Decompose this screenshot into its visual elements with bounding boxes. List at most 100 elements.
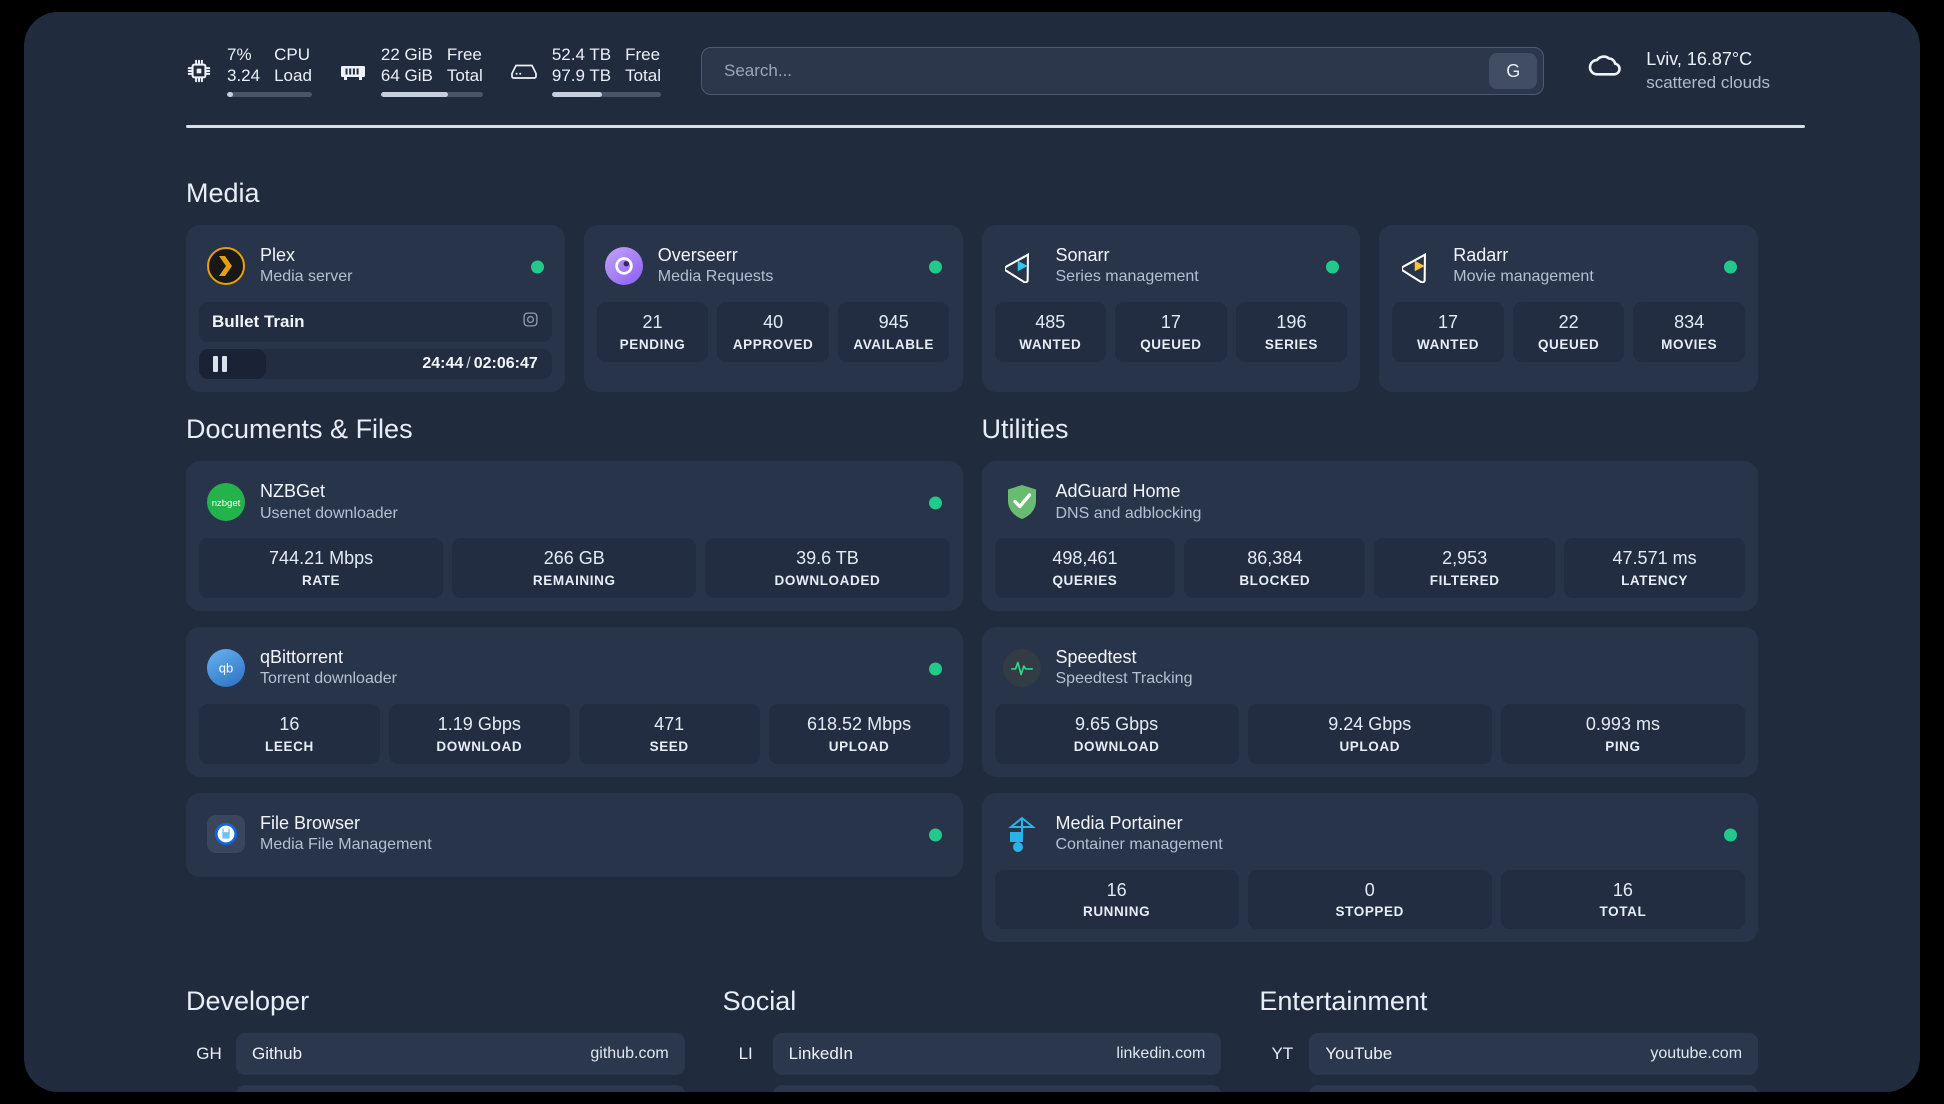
target-icon[interactable]: [522, 311, 539, 333]
overseerr-subtitle: Media Requests: [657, 268, 774, 286]
plex-duration: 02:06:47: [473, 355, 538, 373]
service-card-portainer[interactable]: Media Portainer Container management 16 …: [981, 792, 1758, 943]
plex-progress-bar[interactable]: 24:44/02:06:47: [199, 349, 552, 380]
stat-cell: 744.21 Mbps RATE: [199, 538, 444, 598]
stat-cell: 945 AVAILABLE: [837, 302, 950, 362]
stat-label: SERIES: [1264, 336, 1318, 352]
service-card-qbittorrent[interactable]: qb qBittorrent Torrent downloader 16 LEE…: [186, 626, 963, 777]
service-card-nzbget[interactable]: nzbget NZBGet Usenet downloader 744.21 M…: [186, 461, 963, 611]
disk-label-2: Total: [625, 66, 661, 85]
stat-value: 196: [1276, 312, 1307, 333]
filebrowser-subtitle: Media File Management: [260, 835, 432, 853]
disk-free-value: 52.4 TB: [551, 45, 612, 65]
nzbget-name: NZBGet: [260, 481, 326, 502]
disk-icon: [509, 56, 539, 86]
speedtest-icon: [1002, 648, 1041, 687]
stat-cell: 1.19 Gbps DOWNLOAD: [388, 704, 570, 764]
stat-cell: 22 QUEUED: [1512, 302, 1625, 362]
weather-location-temp: Lviv, 16.87°C: [1646, 49, 1753, 70]
bookmark-link[interactable]: Github github.com: [236, 1033, 685, 1076]
adguard-stats: 498,461 QUERIES 86,384 BLOCKED 2,953 FIL…: [994, 538, 1745, 598]
filebrowser-icon: [207, 814, 245, 853]
stat-value: 9.24 Gbps: [1328, 714, 1412, 735]
qbittorrent-subtitle: Torrent downloader: [260, 670, 397, 688]
stat-label: QUERIES: [1052, 572, 1118, 588]
search-input[interactable]: [723, 61, 1490, 81]
media-card-row: Plex Media server Bullet Train: [186, 225, 1758, 393]
weather-widget[interactable]: Lviv, 16.87°C scattered clouds: [1584, 47, 1770, 94]
bookmark-link[interactable]: Twitter twitter.com: [772, 1085, 1222, 1092]
adguard-name: AdGuard Home: [1055, 481, 1181, 502]
radarr-stats: 17 WANTED 22 QUEUED 834 MOVIES: [1392, 302, 1745, 362]
search-box[interactable]: G: [700, 47, 1545, 95]
bookmark-group-developer: Developer GH Github github.com SO StackO…: [186, 986, 685, 1092]
search-engine-label: G: [1506, 60, 1521, 81]
service-card-overseerr[interactable]: Overseerr Media Requests 21 PENDING 40 A…: [583, 225, 963, 393]
speedtest-name: Speedtest: [1055, 646, 1137, 667]
service-card-radarr[interactable]: Radarr Movie management 17 WANTED 22 QUE…: [1379, 225, 1758, 393]
stat-value: 0: [1364, 879, 1375, 900]
plex-time: 24:44/02:06:47: [422, 355, 537, 373]
list-item[interactable]: SO StackOverflow stackoverflow.com: [186, 1085, 685, 1092]
bookmark-link[interactable]: Netflix netflix.com: [1309, 1085, 1759, 1092]
portainer-status-dot: [1724, 828, 1737, 842]
cpu-label-2: Load: [274, 66, 312, 85]
plex-elapsed: 24:44: [422, 355, 464, 373]
list-item[interactable]: NF Netflix netflix.com: [1259, 1085, 1759, 1092]
search-area: G: [700, 47, 1545, 95]
bookmark-title-developer: Developer: [186, 986, 310, 1017]
stat-cell: 2,953 FILTERED: [1374, 538, 1556, 598]
overseerr-name: Overseerr: [657, 245, 738, 265]
bookmark-link[interactable]: YouTube youtube.com: [1309, 1033, 1759, 1076]
stat-label: LATENCY: [1621, 572, 1689, 588]
header-divider: [186, 125, 1805, 128]
stat-label: STOPPED: [1335, 904, 1404, 920]
service-card-file-browser[interactable]: File Browser Media File Management: [186, 792, 963, 877]
qbittorrent-name: qBittorrent: [260, 646, 344, 667]
stat-value: 39.6 TB: [796, 548, 859, 569]
stat-value: 834: [1674, 312, 1705, 333]
stat-cell: 471 SEED: [578, 704, 760, 764]
stat-label: FILTERED: [1429, 572, 1500, 588]
service-card-speedtest[interactable]: Speedtest Speedtest Tracking 9.65 Gbps D…: [981, 626, 1758, 777]
adguard-icon: [1003, 483, 1041, 521]
stat-cell: 86,384 BLOCKED: [1184, 538, 1366, 598]
stat-label: AVAILABLE: [853, 336, 935, 352]
list-item[interactable]: TW Twitter twitter.com: [723, 1085, 1222, 1092]
portainer-name: Media Portainer: [1055, 812, 1183, 833]
bookmark-group-entertainment: Entertainment YT YouTube youtube.com NF …: [1259, 986, 1759, 1092]
bookmark-name: YouTube: [1325, 1044, 1393, 1064]
stat-cell: 16 LEECH: [199, 704, 380, 764]
stat-value: 16: [1106, 879, 1127, 900]
stat-cell: 266 GB REMAINING: [452, 538, 697, 598]
bookmark-badge: GH: [196, 1044, 222, 1064]
stat-cell: 618.52 Mbps UPLOAD: [768, 704, 950, 764]
stat-cell: 16 RUNNING: [994, 869, 1239, 930]
service-card-plex[interactable]: Plex Media server Bullet Train: [186, 225, 565, 393]
plex-subtitle: Media server: [260, 268, 353, 286]
disk-label-1: Free: [625, 45, 661, 65]
bookmark-link[interactable]: StackOverflow stackoverflow.com: [236, 1085, 685, 1092]
service-card-adguard[interactable]: AdGuard Home DNS and adblocking 498,461 …: [981, 461, 1758, 611]
pause-icon[interactable]: [213, 356, 227, 373]
list-item[interactable]: YT YouTube youtube.com: [1259, 1033, 1759, 1076]
ram-stat: 22 GiB 64 GiB Free Total: [338, 45, 483, 97]
bookmark-name: LinkedIn: [788, 1044, 853, 1064]
nzbget-subtitle: Usenet downloader: [260, 504, 398, 522]
disk-progress-bar: [551, 91, 661, 97]
search-engine-button[interactable]: G: [1489, 53, 1538, 89]
stat-value: 17: [1438, 312, 1459, 333]
nzbget-status-dot: [928, 496, 942, 510]
cloud-icon: [1584, 51, 1628, 90]
stat-cell: 485 WANTED: [994, 302, 1107, 362]
bookmark-link[interactable]: LinkedIn linkedin.com: [772, 1033, 1222, 1076]
stat-value: 471: [654, 714, 685, 735]
stat-label: PENDING: [619, 336, 686, 352]
cpu-load-value: 3.24: [227, 66, 261, 85]
list-item[interactable]: GH Github github.com: [186, 1033, 685, 1076]
service-card-sonarr[interactable]: Sonarr Series management 485 WANTED 17 Q…: [981, 225, 1361, 393]
list-item[interactable]: LI LinkedIn linkedin.com: [723, 1033, 1222, 1076]
disk-total-value: 97.9 TB: [551, 66, 612, 85]
stat-label: UPLOAD: [828, 738, 890, 754]
overseerr-stats: 21 PENDING 40 APPROVED 945 AVAILABLE: [596, 302, 950, 362]
